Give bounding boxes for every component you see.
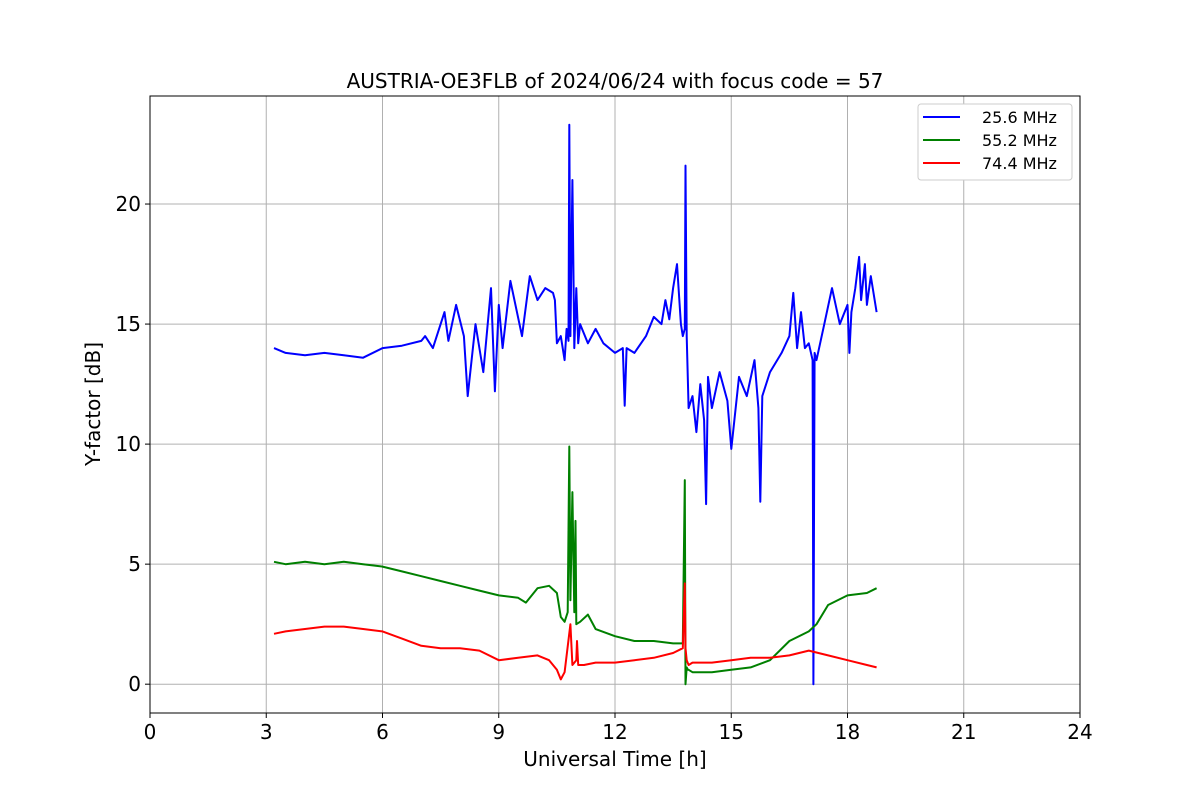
x-tick-label: 21 <box>951 720 976 744</box>
x-axis-label: Universal Time [h] <box>523 747 706 771</box>
y-axis-label: Y-factor [dB] <box>81 342 105 467</box>
x-tick-label: 24 <box>1067 720 1092 744</box>
legend-label: 25.6 MHz <box>982 108 1057 127</box>
y-tick-label: 5 <box>128 552 141 576</box>
series-line-25-6-mhz <box>273 123 878 686</box>
x-tick-label: 18 <box>835 720 860 744</box>
y-tick-label: 0 <box>128 672 141 696</box>
legend-label: 74.4 MHz <box>982 154 1057 173</box>
x-tick-label: 3 <box>260 720 273 744</box>
series-line-55-2-mhz <box>273 445 878 686</box>
series-lines <box>273 123 878 686</box>
y-tick-label: 15 <box>116 312 141 336</box>
y-tick-label: 20 <box>116 192 141 216</box>
x-tick-label: 6 <box>376 720 389 744</box>
x-tick-label: 0 <box>144 720 157 744</box>
chart-title: AUSTRIA-OE3FLB of 2024/06/24 with focus … <box>347 69 884 93</box>
y-tick-label: 10 <box>116 432 141 456</box>
legend-box <box>917 103 1073 181</box>
series-line-74-4-mhz <box>273 582 877 681</box>
legend-label: 55.2 MHz <box>982 131 1057 150</box>
legend: 25.6 MHz 55.2 MHz 74.4 MHz <box>917 103 1073 181</box>
x-tick-label: 12 <box>602 720 627 744</box>
x-tick-label: 15 <box>719 720 744 744</box>
axis-ticks: 0 3 6 9 12 15 18 21 24 0 5 10 15 20 <box>116 192 1093 744</box>
x-tick-label: 9 <box>492 720 505 744</box>
